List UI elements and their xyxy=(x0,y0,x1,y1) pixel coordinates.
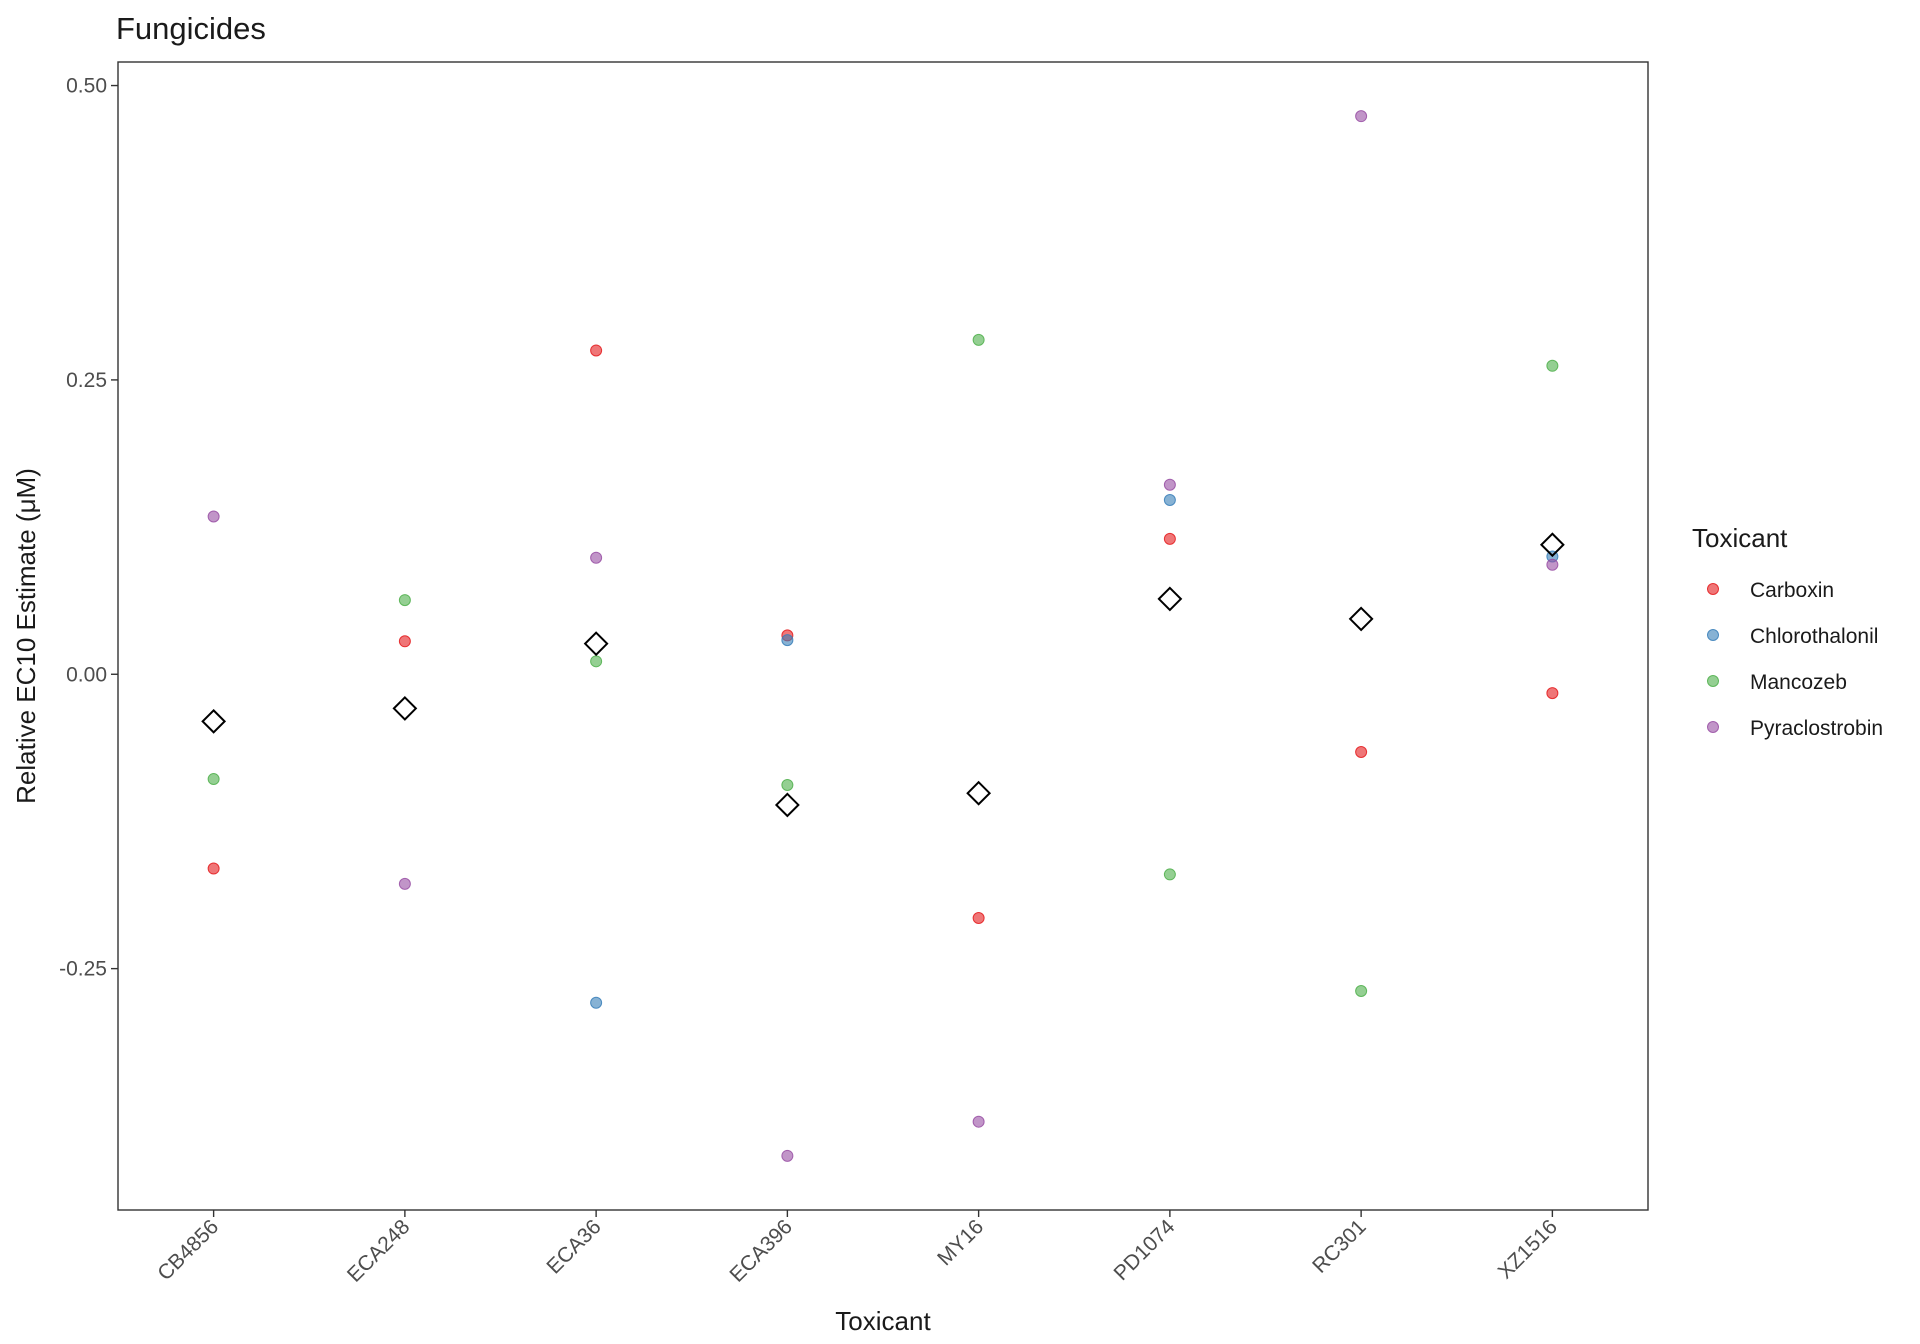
legend-label-pyraclostrobin: Pyraclostrobin xyxy=(1750,717,1883,740)
point-pyraclostrobin xyxy=(972,1115,985,1128)
point-pyraclostrobin xyxy=(207,510,220,523)
x-tick-label: PD1074 xyxy=(1109,1215,1179,1285)
y-tick-label: 0.50 xyxy=(66,75,107,98)
point-carboxin xyxy=(972,911,985,924)
x-tick-label: RC301 xyxy=(1308,1215,1370,1277)
point-pyraclostrobin xyxy=(1163,478,1176,491)
x-tick-label: CB4856 xyxy=(153,1215,223,1285)
legend-key-carboxin xyxy=(1707,583,1719,595)
point-carboxin xyxy=(1355,745,1368,758)
x-tick-label: ECA36 xyxy=(542,1215,605,1278)
point-mancozeb xyxy=(590,655,603,668)
y-tick-label: -0.25 xyxy=(59,958,107,981)
legend-label-chlorothalonil: Chlorothalonil xyxy=(1750,625,1878,648)
point-mancozeb xyxy=(398,594,411,607)
point-chlorothalonil xyxy=(781,634,794,647)
x-tick-label: MY16 xyxy=(933,1215,988,1270)
mean-diamond xyxy=(1539,532,1565,558)
point-carboxin xyxy=(590,344,603,357)
point-mancozeb xyxy=(1163,868,1176,881)
mean-diamond xyxy=(1157,586,1183,612)
mean-diamond xyxy=(966,780,992,806)
mean-diamond xyxy=(774,792,800,818)
y-axis-title: Relative EC10 Estimate (μM) xyxy=(11,468,41,804)
point-chlorothalonil xyxy=(1163,494,1176,507)
y-tick-label: 0.00 xyxy=(66,663,107,686)
point-pyraclostrobin xyxy=(1355,110,1368,123)
legend-label-mancozeb: Mancozeb xyxy=(1750,671,1847,694)
legend: Toxicant Carboxin Chlorothalonil Mancozeb P… xyxy=(1692,523,1883,740)
point-pyraclostrobin xyxy=(781,1149,794,1162)
legend-title: Toxicant xyxy=(1692,523,1788,553)
plot-area xyxy=(117,61,1649,1211)
point-mancozeb xyxy=(1546,359,1559,372)
y-axis: -0.25 0.00 0.25 0.50 xyxy=(59,75,118,981)
legend-key-chlorothalonil xyxy=(1707,629,1719,641)
y-tick-label: 0.25 xyxy=(66,369,107,392)
point-chlorothalonil xyxy=(590,996,603,1009)
mean-diamond xyxy=(201,708,227,734)
mean-markers xyxy=(201,532,1565,818)
x-tick-label: XZ1516 xyxy=(1494,1215,1562,1283)
point-carboxin xyxy=(207,862,220,875)
legend-key-pyraclostrobin xyxy=(1707,721,1719,733)
x-axis: CB4856 ECA248 ECA36 ECA396 MY16 PD1074 RC301 XZ… xyxy=(153,1210,1562,1287)
x-tick-label: ECA396 xyxy=(725,1215,797,1287)
point-mancozeb xyxy=(1355,984,1368,997)
point-pyraclostrobin xyxy=(1546,558,1559,571)
x-tick-label: ECA248 xyxy=(343,1215,415,1287)
point-carboxin xyxy=(398,635,411,648)
x-axis-title: Toxicant xyxy=(835,1306,931,1336)
point-mancozeb xyxy=(972,333,985,346)
chart-title: Fungicides xyxy=(116,11,266,46)
mean-diamond xyxy=(392,695,418,721)
legend-key-mancozeb xyxy=(1707,675,1719,687)
mean-diamond xyxy=(583,631,609,657)
point-mancozeb xyxy=(207,773,220,786)
point-pyraclostrobin xyxy=(398,877,411,890)
point-pyraclostrobin xyxy=(590,551,603,564)
point-carboxin xyxy=(1546,687,1559,700)
mean-diamond xyxy=(1348,606,1374,632)
data-points xyxy=(207,110,1559,1162)
legend-label-carboxin: Carboxin xyxy=(1750,579,1834,602)
point-mancozeb xyxy=(781,778,794,791)
point-carboxin xyxy=(1163,532,1176,545)
plot-panel xyxy=(117,61,1649,1211)
